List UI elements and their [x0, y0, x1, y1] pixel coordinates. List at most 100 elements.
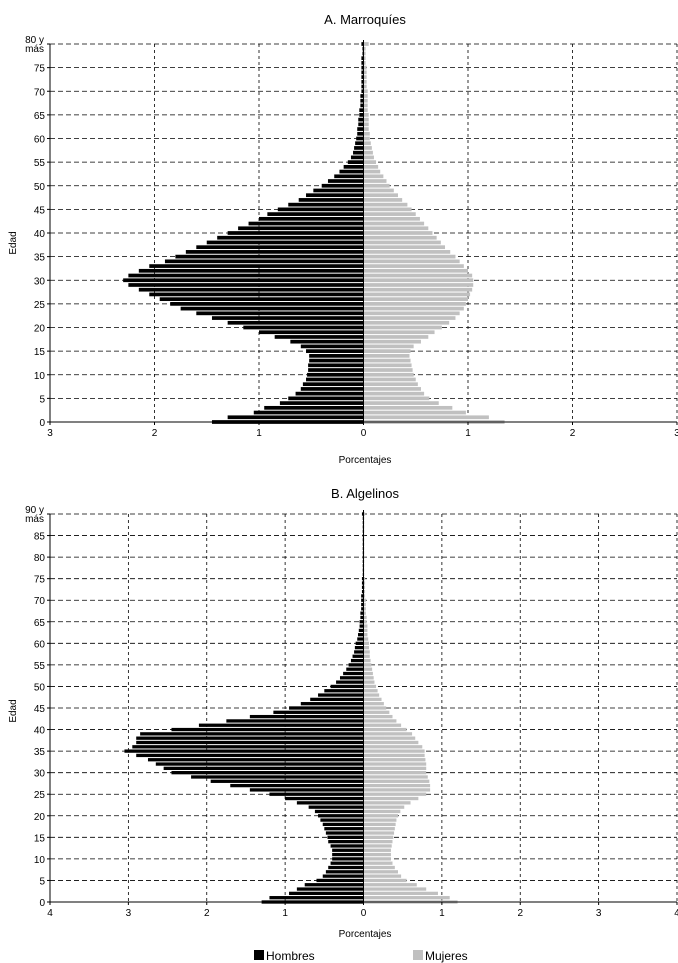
bar-mujeres: [363, 641, 369, 645]
bar-mujeres: [363, 723, 402, 727]
bar-mujeres: [363, 377, 416, 382]
bar-mujeres: [363, 103, 368, 108]
x-tick-label: 1: [439, 908, 445, 919]
y-top-label-line2: más: [25, 514, 44, 525]
bar-hombres: [358, 122, 364, 127]
bar-mujeres: [363, 353, 410, 358]
bar-mujeres: [363, 264, 464, 268]
bar-hombres: [164, 259, 364, 264]
bar-mujeres: [363, 127, 369, 131]
bar-mujeres: [363, 650, 370, 654]
y-tick-label: 85: [34, 532, 46, 543]
bar-mujeres: [363, 792, 427, 796]
bar-mujeres: [363, 633, 368, 637]
bar-mujeres: [363, 607, 366, 611]
y-tick-label: 0: [39, 418, 45, 429]
bar-mujeres: [363, 736, 416, 740]
y-tick-label: 45: [34, 704, 46, 715]
bar-hombres: [321, 183, 364, 188]
bar-hombres: [316, 878, 364, 883]
bar-hombres: [217, 235, 364, 240]
bar-hombres: [339, 676, 364, 680]
bar-hombres: [140, 732, 364, 736]
bar-hombres: [330, 844, 364, 848]
bar-hombres: [175, 254, 364, 259]
bar-mujeres: [363, 146, 372, 150]
legend-label-hombres: Hombres: [266, 949, 315, 963]
bar-mujeres: [363, 216, 420, 221]
bar-hombres: [361, 75, 364, 79]
y-tick-label: 10: [34, 855, 46, 866]
bar-mujeres: [363, 391, 425, 396]
bar-hombres: [362, 51, 364, 56]
bar-mujeres: [363, 136, 370, 141]
bar-mujeres: [363, 363, 412, 368]
bar-mujeres: [363, 749, 425, 753]
bar-mujeres: [363, 745, 423, 749]
bar-mujeres: [363, 512, 366, 516]
bar-hombres: [325, 831, 364, 835]
bar-hombres: [361, 585, 364, 589]
bar-hombres: [361, 65, 364, 70]
bar-hombres: [320, 818, 364, 822]
bar-hombres: [136, 736, 364, 740]
x-tick-label: 4: [674, 908, 678, 919]
y-tick-label: 25: [34, 300, 46, 311]
bar-hombres: [306, 377, 364, 382]
bar-hombres: [360, 94, 364, 98]
bar-hombres: [128, 273, 364, 278]
y-tick-label: 35: [34, 747, 46, 758]
bar-mujeres: [363, 278, 474, 283]
bar-mujeres: [363, 809, 401, 814]
bar-hombres: [308, 805, 364, 809]
legend-label-mujeres: Mujeres: [425, 949, 468, 963]
bar-hombres: [360, 103, 364, 108]
bar-hombres: [355, 641, 364, 645]
bar-mujeres: [363, 254, 456, 259]
x-axis-label: Porcentajes: [339, 455, 392, 466]
bar-mujeres: [363, 857, 391, 861]
bar-hombres: [361, 70, 364, 75]
y-tick-label: 5: [39, 394, 45, 405]
bar-hombres: [357, 637, 364, 641]
bar-hombres: [318, 814, 364, 818]
bar-mujeres: [363, 827, 395, 831]
x-tick-label: 0: [361, 428, 367, 439]
bar-mujeres: [363, 714, 393, 719]
bar-hombres: [357, 127, 364, 131]
bar-hombres: [198, 723, 364, 727]
bar-hombres: [307, 372, 364, 377]
bar-mujeres: [363, 771, 427, 775]
bar-hombres: [170, 302, 364, 306]
bar-hombres: [248, 221, 364, 226]
bar-hombres: [361, 42, 364, 46]
bar-hombres: [332, 857, 364, 861]
y-tick-label: 60: [34, 639, 46, 650]
bar-hombres: [322, 874, 364, 878]
bar-mujeres: [363, 577, 366, 581]
bar-hombres: [136, 740, 364, 745]
y-tick-label: 30: [34, 769, 46, 780]
bar-mujeres: [363, 382, 418, 387]
bar-mujeres: [363, 179, 387, 183]
bar-mujeres: [363, 796, 419, 801]
bar-mujeres: [363, 702, 384, 706]
bar-mujeres: [363, 848, 391, 852]
bar-mujeres: [363, 779, 430, 783]
legend: Hombres Mujeres: [254, 949, 468, 963]
y-top-label-line2: más: [25, 44, 44, 55]
bar-mujeres: [363, 79, 367, 84]
bar-mujeres: [363, 273, 473, 278]
bar-mujeres: [363, 169, 381, 174]
bar-hombres: [308, 368, 364, 372]
y-tick-label: 65: [34, 111, 46, 122]
bar-mujeres: [363, 697, 382, 702]
bar-mujeres: [363, 42, 369, 46]
bar-hombres: [264, 405, 364, 410]
bar-mujeres: [363, 174, 384, 179]
y-axis-label: Edad: [8, 231, 19, 254]
bar-hombres: [138, 287, 364, 292]
bar-mujeres: [363, 594, 366, 598]
bar-hombres: [269, 896, 364, 900]
bar-hombres: [302, 382, 364, 387]
